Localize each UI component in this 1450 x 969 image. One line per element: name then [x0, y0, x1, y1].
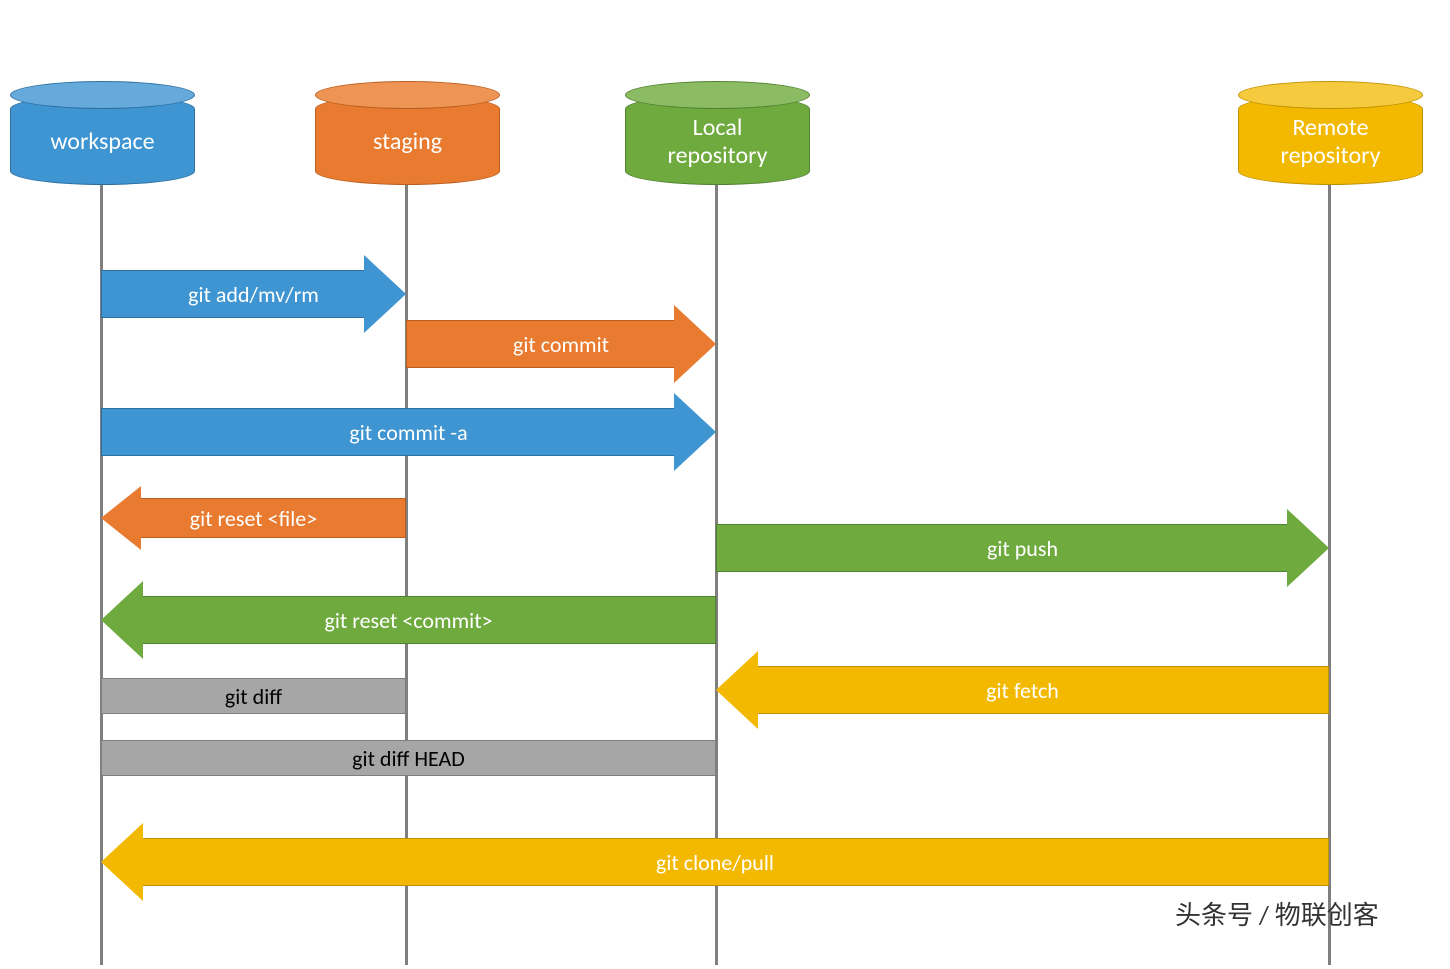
git-reset-commit-label: git reset <commit> [324, 607, 492, 634]
git-commit-arrow: git commit [406, 320, 716, 368]
git-add-arrow: git add/mv/rm [101, 270, 406, 318]
git-diff-box: git diff [101, 678, 406, 714]
git-fetch-arrow: git fetch [716, 666, 1329, 714]
git-commit-a-arrow: git commit -a [101, 408, 716, 456]
git-diff-head-box: git diff HEAD [101, 740, 716, 776]
local-repo-cylinder: Local repository [625, 95, 810, 185]
remote-repo-label: Remote repository [1238, 95, 1423, 185]
git-clone-pull-label: git clone/pull [656, 849, 774, 876]
git-diff-label: git diff [225, 683, 282, 710]
git-add-label: git add/mv/rm [188, 281, 319, 308]
git-push-arrow: git push [716, 524, 1329, 572]
git-clone-pull-arrow: git clone/pull [101, 838, 1329, 886]
staging-cylinder: staging [315, 95, 500, 185]
git-push-label: git push [987, 535, 1058, 562]
git-reset-commit-arrow: git reset <commit> [101, 596, 716, 644]
git-reset-file-label: git reset <file> [190, 505, 317, 532]
git-reset-file-arrow: git reset <file> [101, 498, 406, 538]
watermark-text: 头条号 / 物联创客 [1175, 895, 1379, 932]
git-diff-head-label: git diff HEAD [352, 745, 465, 772]
workspace-cylinder: workspace [10, 95, 195, 185]
local-repo-label: Local repository [625, 95, 810, 185]
workspace-label: workspace [10, 95, 195, 185]
git-commit-label: git commit [513, 331, 609, 358]
remote-repo-cylinder: Remote repository [1238, 95, 1423, 185]
git-commit-a-label: git commit -a [349, 419, 467, 446]
git-fetch-label: git fetch [986, 677, 1059, 704]
staging-label: staging [315, 95, 500, 185]
